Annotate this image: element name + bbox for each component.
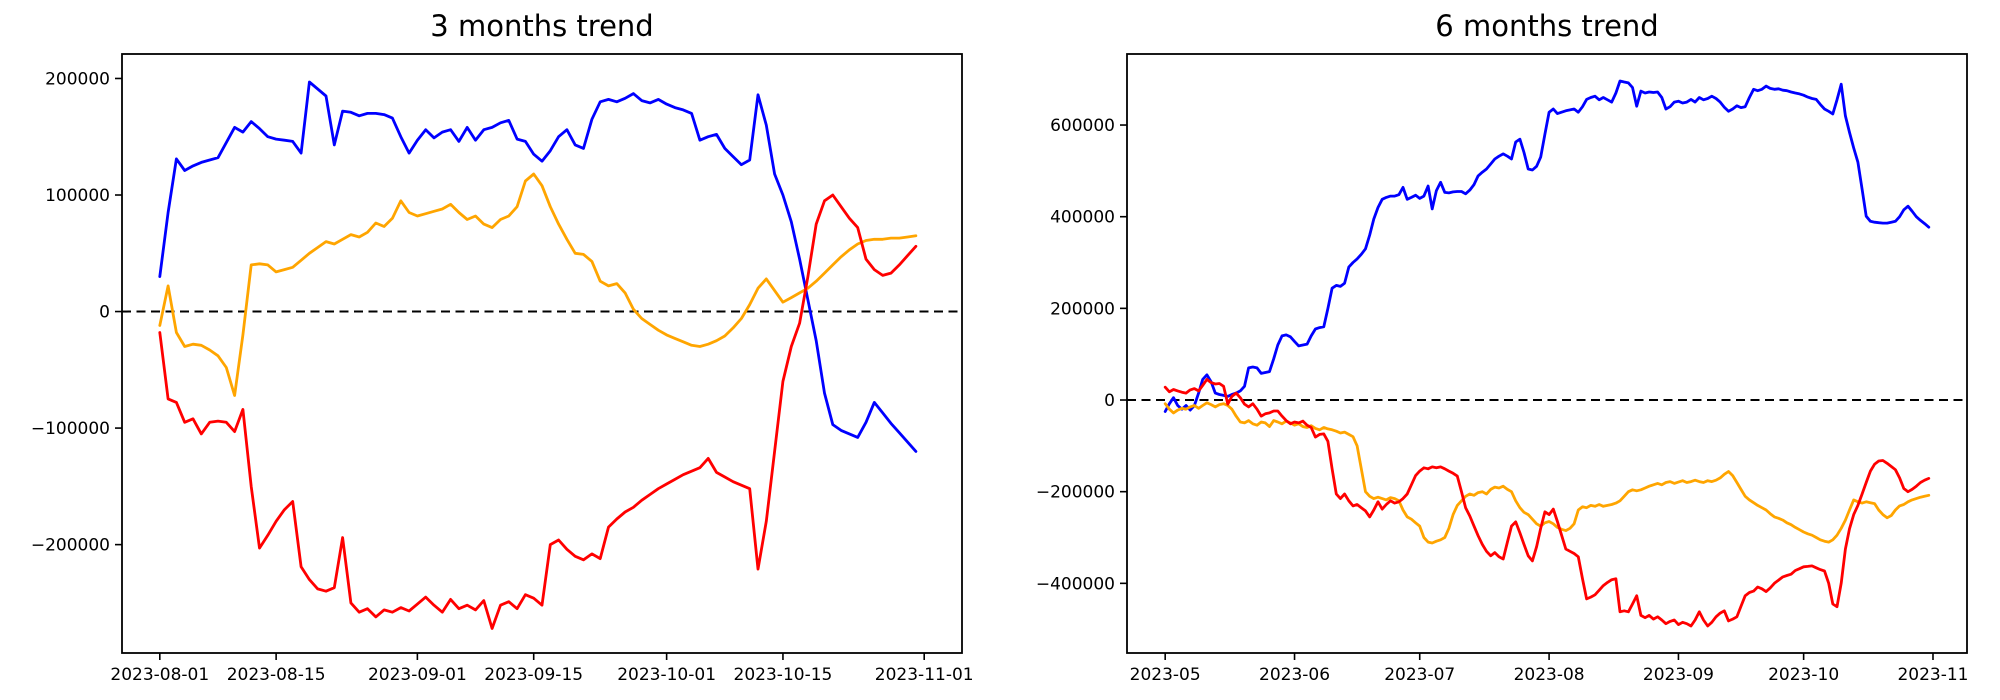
left-chart-title: 3 months trend bbox=[430, 9, 654, 43]
y-tick-label: −400000 bbox=[1036, 574, 1115, 594]
x-tick-label: 2023-08-15 bbox=[227, 665, 326, 685]
plot-area bbox=[1127, 54, 1967, 653]
orange-series bbox=[158, 172, 918, 397]
subplot-6-months: 600000 400000 200000 0 −200000 −400000 2023-05… bbox=[1036, 53, 1969, 685]
x-tick-label: 2023-08 bbox=[1514, 665, 1585, 685]
y-tick-label: −100000 bbox=[31, 419, 110, 439]
x-tick-label: 2023-09-01 bbox=[368, 665, 467, 685]
x-tick-label: 2023-05 bbox=[1130, 665, 1201, 685]
y-tick-label: 0 bbox=[99, 303, 110, 323]
blue-series bbox=[158, 80, 918, 453]
y-tick-label: −200000 bbox=[1036, 483, 1115, 503]
plot-area bbox=[122, 54, 962, 653]
y-tick-label: 100000 bbox=[45, 186, 110, 206]
x-tick-label: 2023-09 bbox=[1643, 665, 1714, 685]
x-tick-label: 2023-09-15 bbox=[484, 665, 583, 685]
x-tick-label: 2023-11-01 bbox=[875, 665, 974, 685]
y-tick-label: 200000 bbox=[45, 69, 110, 89]
axes-frame bbox=[1126, 53, 1968, 654]
x-tick-label: 2023-11 bbox=[1897, 665, 1968, 685]
red-series bbox=[1163, 377, 1931, 628]
y-tick-label: −200000 bbox=[31, 536, 110, 556]
x-tick-label: 2023-10-01 bbox=[617, 665, 716, 685]
x-tick-label: 2023-08-01 bbox=[110, 665, 209, 685]
x-tick-label: 2023-06 bbox=[1259, 665, 1330, 685]
blue-series bbox=[1163, 79, 1931, 413]
y-tick-label: 200000 bbox=[1050, 299, 1115, 319]
right-chart-title: 6 months trend bbox=[1435, 9, 1659, 43]
y-tick-label: 400000 bbox=[1050, 208, 1115, 228]
red-series bbox=[158, 193, 918, 630]
subplot-3-months: 200000 100000 0 −100000 −200000 2023-08-01 202… bbox=[31, 53, 974, 685]
x-tick-label: 2023-10 bbox=[1768, 665, 1839, 685]
x-tick-label: 2023-10-15 bbox=[734, 665, 833, 685]
x-tick-label: 2023-07 bbox=[1384, 665, 1455, 685]
y-tick-label: 600000 bbox=[1050, 116, 1115, 136]
axes-frame bbox=[121, 53, 963, 654]
y-tick-label: 0 bbox=[1104, 391, 1115, 411]
